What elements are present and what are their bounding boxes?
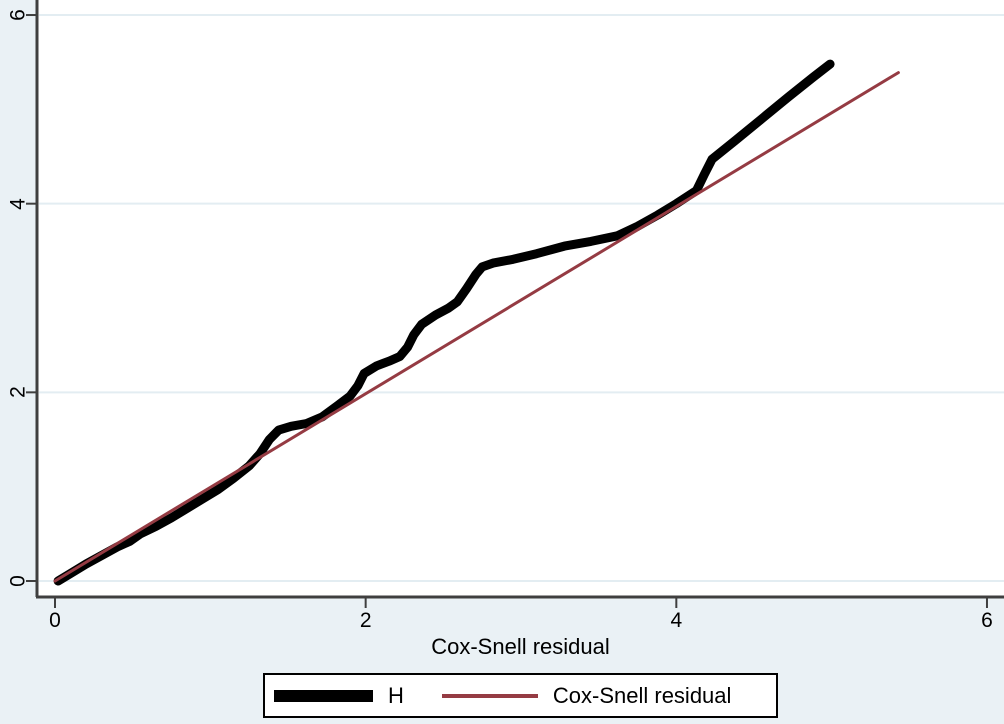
x-tick-label: 6 xyxy=(981,609,993,632)
y-tick-label: 6 xyxy=(6,9,30,21)
legend-swatch-h-line xyxy=(274,689,373,702)
y-tick-label: 2 xyxy=(6,386,30,399)
legend-label-cox-snell: Cox-Snell residual xyxy=(552,682,732,708)
x-tick-label: 2 xyxy=(359,609,372,632)
legend: H Cox-Snell residual xyxy=(263,673,778,718)
x-axis-title: Cox-Snell residual xyxy=(431,634,610,659)
y-tick-label: 0 xyxy=(6,575,30,587)
legend-swatch-reference-line xyxy=(441,693,538,698)
x-tick-label: 0 xyxy=(49,609,61,632)
y-tick-label: 4 xyxy=(6,197,30,210)
legend-label-h: H xyxy=(388,682,404,708)
x-tick-label: 4 xyxy=(670,609,683,632)
